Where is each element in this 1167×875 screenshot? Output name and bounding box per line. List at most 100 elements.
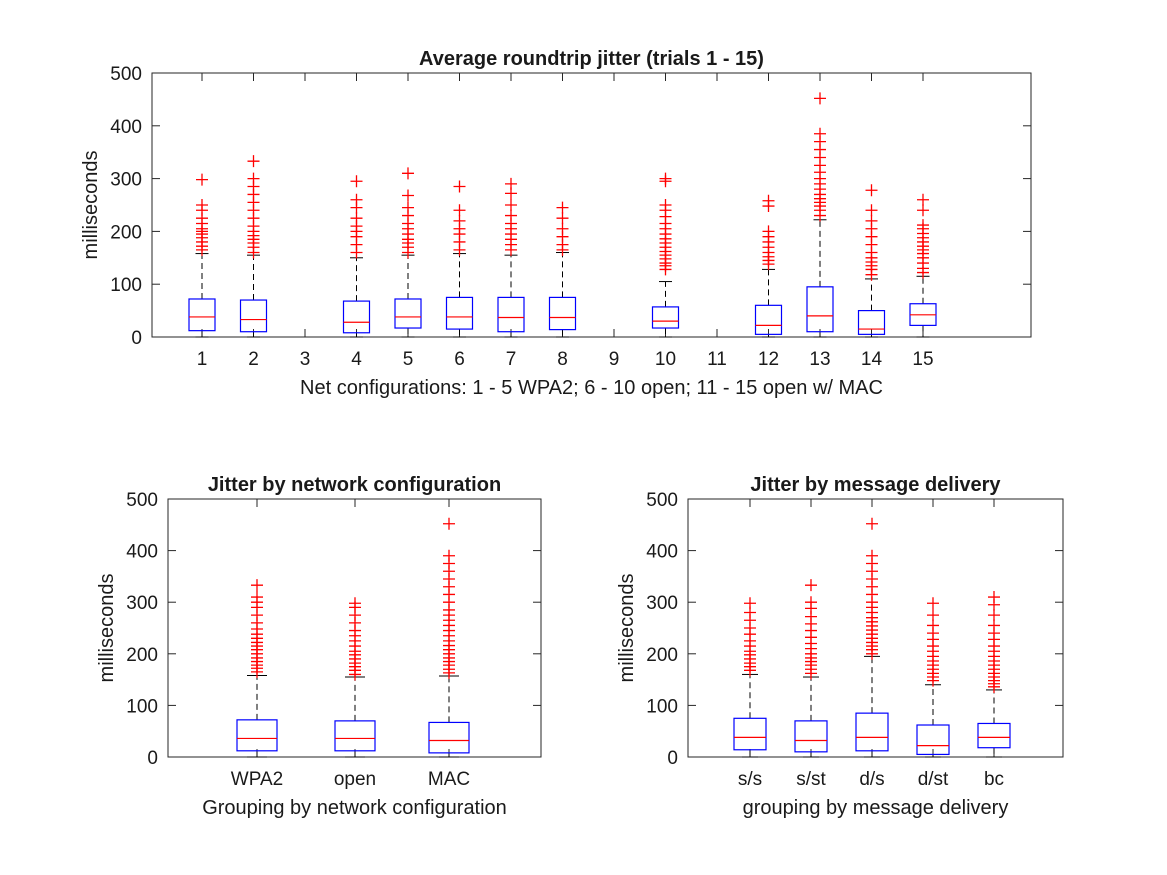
outlier-marker xyxy=(350,212,363,225)
box-s/s xyxy=(733,597,767,758)
outlier-marker xyxy=(350,193,363,206)
outlier-marker xyxy=(556,212,569,225)
x-tick-label: 11 xyxy=(707,349,727,370)
outlier-marker xyxy=(927,609,939,622)
outlier-marker xyxy=(556,201,569,214)
iqr-box xyxy=(428,721,470,754)
y-axis-label: milliseconds xyxy=(80,151,102,260)
box-2 xyxy=(239,155,268,338)
x-tick-label: WPA2 xyxy=(231,769,283,790)
x-tick-label: s/s xyxy=(738,769,762,790)
outlier-marker xyxy=(927,619,939,632)
axes-frame xyxy=(151,72,1032,338)
x-tick-label: open xyxy=(334,769,376,790)
y-tick-label: 100 xyxy=(126,696,158,717)
iqr-box xyxy=(342,300,371,334)
outlier-marker xyxy=(505,177,517,190)
box-10 xyxy=(651,172,680,338)
x-tick-label: 5 xyxy=(403,349,414,370)
iqr-box xyxy=(754,304,783,335)
iqr-box xyxy=(548,296,577,331)
box-12 xyxy=(754,194,783,338)
y-tick-label: 100 xyxy=(110,275,142,296)
y-tick-label: 100 xyxy=(646,696,678,717)
box-open xyxy=(334,597,376,758)
x-tick-label: 4 xyxy=(351,349,362,370)
box-13 xyxy=(806,92,834,338)
outlier-marker xyxy=(505,199,517,211)
outlier-marker xyxy=(402,189,414,202)
y-tick-label: 0 xyxy=(667,748,678,769)
outlier-marker xyxy=(402,167,414,180)
chart-title: Jitter by message delivery xyxy=(750,474,1001,496)
outlier-marker xyxy=(350,175,363,188)
y-tick-label: 500 xyxy=(110,64,142,85)
outlier-marker xyxy=(927,597,939,610)
outlier-marker xyxy=(917,193,929,206)
x-tick-label: 8 xyxy=(557,349,568,370)
chart-title: Jitter by network configuration xyxy=(208,474,501,496)
outlier-marker xyxy=(814,127,826,140)
outlier-marker xyxy=(805,596,817,609)
box-s/st xyxy=(794,579,828,758)
outlier-marker xyxy=(988,591,1000,604)
y-tick-label: 400 xyxy=(110,117,142,138)
iqr-box xyxy=(794,720,828,753)
outlier-marker xyxy=(865,214,878,227)
outlier-marker xyxy=(744,597,756,610)
outlier-marker xyxy=(866,549,878,562)
outlier-marker xyxy=(988,619,1000,632)
box-d/st xyxy=(916,597,950,758)
outlier-marker xyxy=(453,204,466,217)
outlier-marker xyxy=(917,204,929,217)
iqr-box xyxy=(651,306,680,329)
x-tick-label: 15 xyxy=(912,349,933,370)
iqr-box xyxy=(806,286,834,333)
x-tick-label: 7 xyxy=(506,349,517,370)
outlier-marker xyxy=(349,597,361,610)
x-tick-label: d/st xyxy=(918,769,949,790)
outlier-marker xyxy=(865,204,878,217)
outlier-marker xyxy=(814,92,826,105)
x-tick-label: d/s xyxy=(859,769,884,790)
box-8 xyxy=(548,201,577,338)
y-tick-label: 300 xyxy=(126,593,158,614)
chart-3 xyxy=(687,498,1064,758)
outlier-marker xyxy=(247,172,260,185)
outlier-marker xyxy=(762,225,775,238)
iqr-box xyxy=(497,296,525,333)
y-tick-label: 300 xyxy=(646,593,678,614)
x-tick-label: 6 xyxy=(454,349,465,370)
y-tick-label: 500 xyxy=(646,490,678,511)
box-5 xyxy=(394,167,422,338)
outlier-marker xyxy=(865,184,878,197)
x-tick-label: 12 xyxy=(758,349,779,370)
box-1 xyxy=(188,173,216,338)
x-tick-label: 10 xyxy=(655,349,676,370)
box-4 xyxy=(342,175,371,338)
y-axis-label: milliseconds xyxy=(616,574,638,683)
x-axis-label: grouping by message delivery xyxy=(743,797,1009,819)
y-tick-label: 300 xyxy=(110,170,142,191)
iqr-box xyxy=(445,296,474,330)
outlier-marker xyxy=(762,194,775,207)
x-tick-label: 13 xyxy=(809,349,830,370)
x-tick-label: 14 xyxy=(861,349,883,370)
x-tick-label: MAC xyxy=(428,769,470,790)
y-tick-label: 400 xyxy=(646,542,678,563)
box-14 xyxy=(857,184,886,338)
outlier-marker xyxy=(453,214,466,227)
iqr-box xyxy=(188,298,216,332)
outlier-marker xyxy=(402,201,414,214)
iqr-box xyxy=(239,299,268,333)
outlier-marker xyxy=(556,222,569,235)
iqr-box xyxy=(394,298,422,329)
chart-2 xyxy=(167,498,542,758)
x-tick-label: 1 xyxy=(197,349,208,370)
y-tick-label: 200 xyxy=(110,222,142,243)
iqr-box xyxy=(857,310,886,335)
y-tick-label: 200 xyxy=(646,645,678,666)
chart-title: Average roundtrip jitter (trials 1 - 15) xyxy=(419,48,764,70)
x-tick-label: 2 xyxy=(248,349,259,370)
box-WPA2 xyxy=(236,579,278,758)
